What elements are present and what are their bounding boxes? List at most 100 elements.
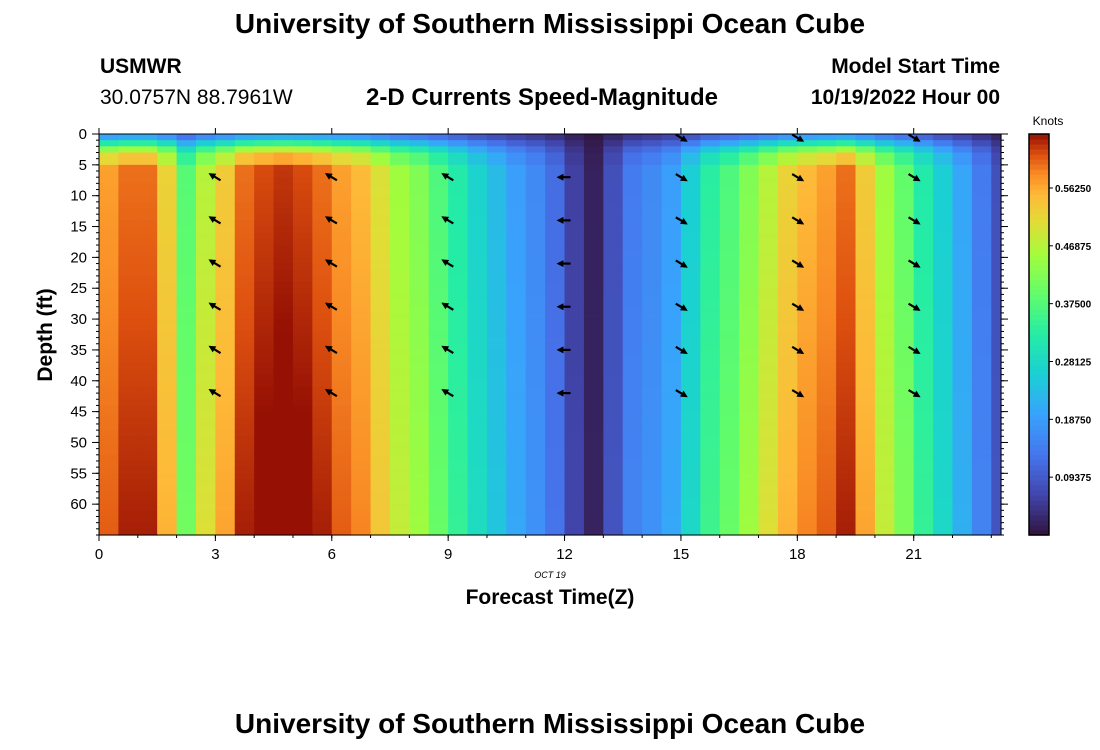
heatmap-cell bbox=[409, 528, 430, 536]
heatmap-cell bbox=[176, 134, 197, 141]
heatmap-cell bbox=[273, 208, 294, 215]
heatmap-cell bbox=[351, 479, 372, 487]
colorbar-tick-label: 0.56250 bbox=[1055, 184, 1092, 195]
heatmap-cell bbox=[874, 386, 895, 394]
heatmap-cell bbox=[894, 152, 915, 160]
heatmap-cell bbox=[622, 374, 643, 382]
heatmap-cell bbox=[855, 208, 876, 215]
heatmap-cell bbox=[409, 294, 430, 302]
heatmap-cell bbox=[661, 393, 682, 400]
heatmap-cell bbox=[273, 269, 294, 277]
heatmap-cell bbox=[913, 386, 934, 394]
heatmap-cell bbox=[894, 399, 915, 407]
heatmap-cell bbox=[118, 164, 139, 172]
heatmap-cell bbox=[661, 491, 682, 499]
heatmap-cell bbox=[506, 282, 527, 289]
heatmap-cell bbox=[739, 238, 760, 246]
heatmap-cell bbox=[991, 208, 1002, 215]
colorbar-tick-label: 0.37500 bbox=[1055, 300, 1092, 311]
heatmap-cell bbox=[467, 374, 488, 382]
heatmap-cell bbox=[797, 208, 818, 215]
heatmap-cell bbox=[157, 189, 178, 197]
heatmap-cell bbox=[234, 516, 255, 524]
heatmap-cell bbox=[933, 306, 954, 314]
heatmap-cell bbox=[855, 331, 876, 339]
heatmap-cell bbox=[622, 245, 643, 252]
heatmap-cell bbox=[816, 146, 837, 154]
heatmap-cell bbox=[176, 411, 197, 419]
heatmap-cell bbox=[176, 183, 197, 191]
heatmap-cell bbox=[991, 140, 1002, 147]
heatmap-cell bbox=[409, 201, 430, 209]
heatmap-cell bbox=[99, 312, 119, 320]
heatmap-cell bbox=[292, 522, 313, 530]
heatmap-cell bbox=[855, 140, 876, 147]
heatmap-cell bbox=[913, 430, 934, 437]
heatmap-cell bbox=[855, 448, 876, 456]
heatmap-cell bbox=[545, 497, 566, 505]
heatmap-cell bbox=[680, 368, 701, 376]
heatmap-cell bbox=[719, 164, 740, 172]
heatmap-cell bbox=[758, 208, 779, 215]
heatmap-cell bbox=[195, 436, 216, 444]
heatmap-cell bbox=[99, 448, 119, 456]
heatmap-cell bbox=[118, 300, 139, 308]
heatmap-cell bbox=[545, 380, 566, 388]
heatmap-cell bbox=[758, 195, 779, 203]
heatmap-cell bbox=[816, 393, 837, 400]
heatmap-cell bbox=[351, 454, 372, 462]
heatmap-cell bbox=[642, 516, 663, 524]
heatmap-cell bbox=[389, 423, 410, 431]
heatmap-cell bbox=[797, 171, 818, 178]
heatmap-cell bbox=[273, 134, 294, 141]
heatmap-cell bbox=[545, 343, 566, 351]
heatmap-cell bbox=[991, 386, 1002, 394]
heatmap-cell bbox=[874, 528, 895, 536]
heatmap-cell bbox=[234, 306, 255, 314]
heatmap-cell bbox=[118, 356, 139, 363]
heatmap-cell bbox=[777, 325, 798, 333]
heatmap-cell bbox=[564, 473, 585, 481]
heatmap-cell bbox=[312, 399, 333, 407]
heatmap-cell bbox=[118, 343, 139, 351]
heatmap-cell bbox=[583, 380, 604, 388]
heatmap-cell bbox=[545, 467, 566, 474]
heatmap-cell bbox=[952, 263, 973, 271]
heatmap-cell bbox=[409, 467, 430, 474]
heatmap-cell bbox=[176, 479, 197, 487]
heatmap-cell bbox=[254, 504, 275, 511]
heatmap-cell bbox=[137, 294, 158, 302]
heatmap-cell bbox=[816, 263, 837, 271]
colorbar-segment bbox=[1029, 394, 1049, 401]
heatmap-cell bbox=[506, 522, 527, 530]
heatmap-cell bbox=[312, 300, 333, 308]
heatmap-cell bbox=[157, 300, 178, 308]
heatmap-cell bbox=[157, 362, 178, 370]
heatmap-cell bbox=[758, 380, 779, 388]
heatmap-cell bbox=[952, 380, 973, 388]
heatmap-cell bbox=[486, 522, 507, 530]
heatmap-cell bbox=[913, 491, 934, 499]
heatmap-cell bbox=[758, 275, 779, 283]
heatmap-cell bbox=[583, 417, 604, 425]
heatmap-cell bbox=[680, 282, 701, 289]
heatmap-cell bbox=[195, 386, 216, 394]
heatmap-cells bbox=[99, 134, 1002, 536]
heatmap-cell bbox=[836, 232, 857, 240]
heatmap-cell bbox=[564, 300, 585, 308]
heatmap-cell bbox=[254, 448, 275, 456]
heatmap-cell bbox=[506, 374, 527, 382]
heatmap-cell bbox=[952, 522, 973, 530]
heatmap-cell bbox=[797, 319, 818, 326]
heatmap-cell bbox=[894, 226, 915, 234]
heatmap-cell bbox=[312, 343, 333, 351]
heatmap-cell bbox=[855, 226, 876, 234]
heatmap-cell bbox=[254, 282, 275, 289]
heatmap-cell bbox=[99, 282, 119, 289]
heatmap-cell bbox=[797, 257, 818, 265]
heatmap-cell bbox=[234, 393, 255, 400]
heatmap-cell bbox=[467, 201, 488, 209]
heatmap-cell bbox=[971, 158, 992, 166]
heatmap-cell bbox=[991, 312, 1002, 320]
heatmap-cell bbox=[952, 467, 973, 474]
